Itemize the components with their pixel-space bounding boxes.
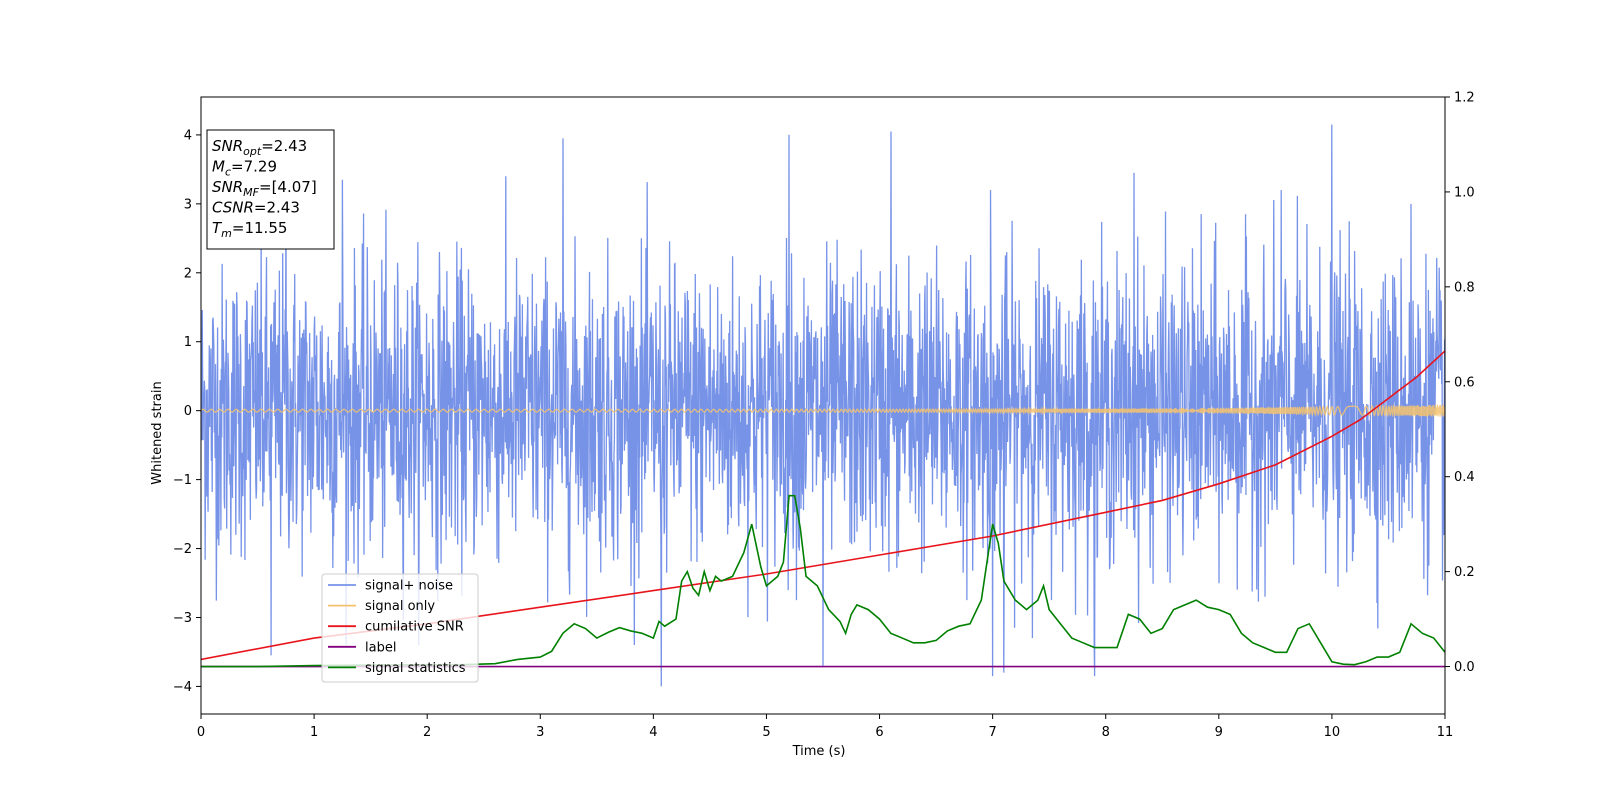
x-tick-label: 10	[1324, 725, 1341, 740]
y-tick-label: 4	[184, 128, 192, 143]
legend-entry: label	[365, 640, 396, 655]
info-line: Mc=7.29	[212, 158, 277, 179]
x-tick-label: 4	[649, 725, 657, 740]
y2-tick-label: 0.8	[1454, 280, 1475, 295]
y-axis-label: Whitened strain	[150, 381, 165, 484]
y2-tick-label: 0.6	[1454, 375, 1475, 390]
y-tick-label: −3	[173, 611, 192, 626]
y-tick-label: −2	[173, 542, 192, 557]
y-tick-label: 1	[184, 335, 192, 350]
x-tick-label: 5	[762, 725, 770, 740]
x-tick-label: 11	[1437, 725, 1454, 740]
legend-entry: signal only	[365, 599, 435, 614]
x-tick-label: 6	[875, 725, 883, 740]
y-tick-label: 2	[184, 266, 192, 281]
series-line-4	[201, 494, 1445, 668]
series-line-2	[201, 350, 1445, 661]
y-tick-label: −4	[173, 680, 192, 695]
y2-tick-label: 0.0	[1454, 660, 1475, 675]
x-tick-label: 0	[197, 725, 205, 740]
info-line: SNRMF=[4.07]	[212, 178, 317, 199]
series-line-1	[201, 403, 1445, 418]
x-tick-label: 8	[1102, 725, 1110, 740]
x-tick-label: 2	[423, 725, 431, 740]
x-axis-label: Time (s)	[792, 744, 846, 759]
legend-box	[321, 573, 479, 683]
plot-frame	[200, 96, 1446, 715]
y2-tick-label: 1.0	[1454, 185, 1475, 200]
axes: 0 1 2 3 4 5 6 7 8 9 10 11 −4 −3 −2 −1 0 1 2 3 4 0.0 0.2 0.4 0.6 0…	[173, 91, 1475, 741]
x-tick-label: 9	[1215, 725, 1223, 740]
info-line: SNRopt=2.43	[212, 137, 307, 158]
info-line: CSNR=2.43	[212, 199, 300, 217]
y2-tick-label: 0.2	[1454, 565, 1475, 580]
info-line: Tm=11.55	[212, 219, 287, 240]
legend-entry: cumilative SNR	[365, 620, 464, 635]
y2-tick-label: 1.2	[1454, 91, 1475, 106]
y-tick-label: −1	[173, 473, 192, 488]
y-tick-label: 3	[184, 197, 192, 212]
legend: signal+ noise signal only cumilative SNR la…	[321, 573, 479, 683]
y2-tick-label: 0.4	[1454, 470, 1475, 485]
x-tick-label: 7	[988, 725, 996, 740]
x-tick-label: 1	[310, 725, 318, 740]
legend-entry: signal+ noise	[365, 579, 453, 594]
legend-entry: signal statistics	[365, 661, 466, 676]
x-tick-label: 3	[536, 725, 544, 740]
y-tick-label: 0	[184, 404, 192, 419]
info-box-frame	[206, 129, 335, 250]
